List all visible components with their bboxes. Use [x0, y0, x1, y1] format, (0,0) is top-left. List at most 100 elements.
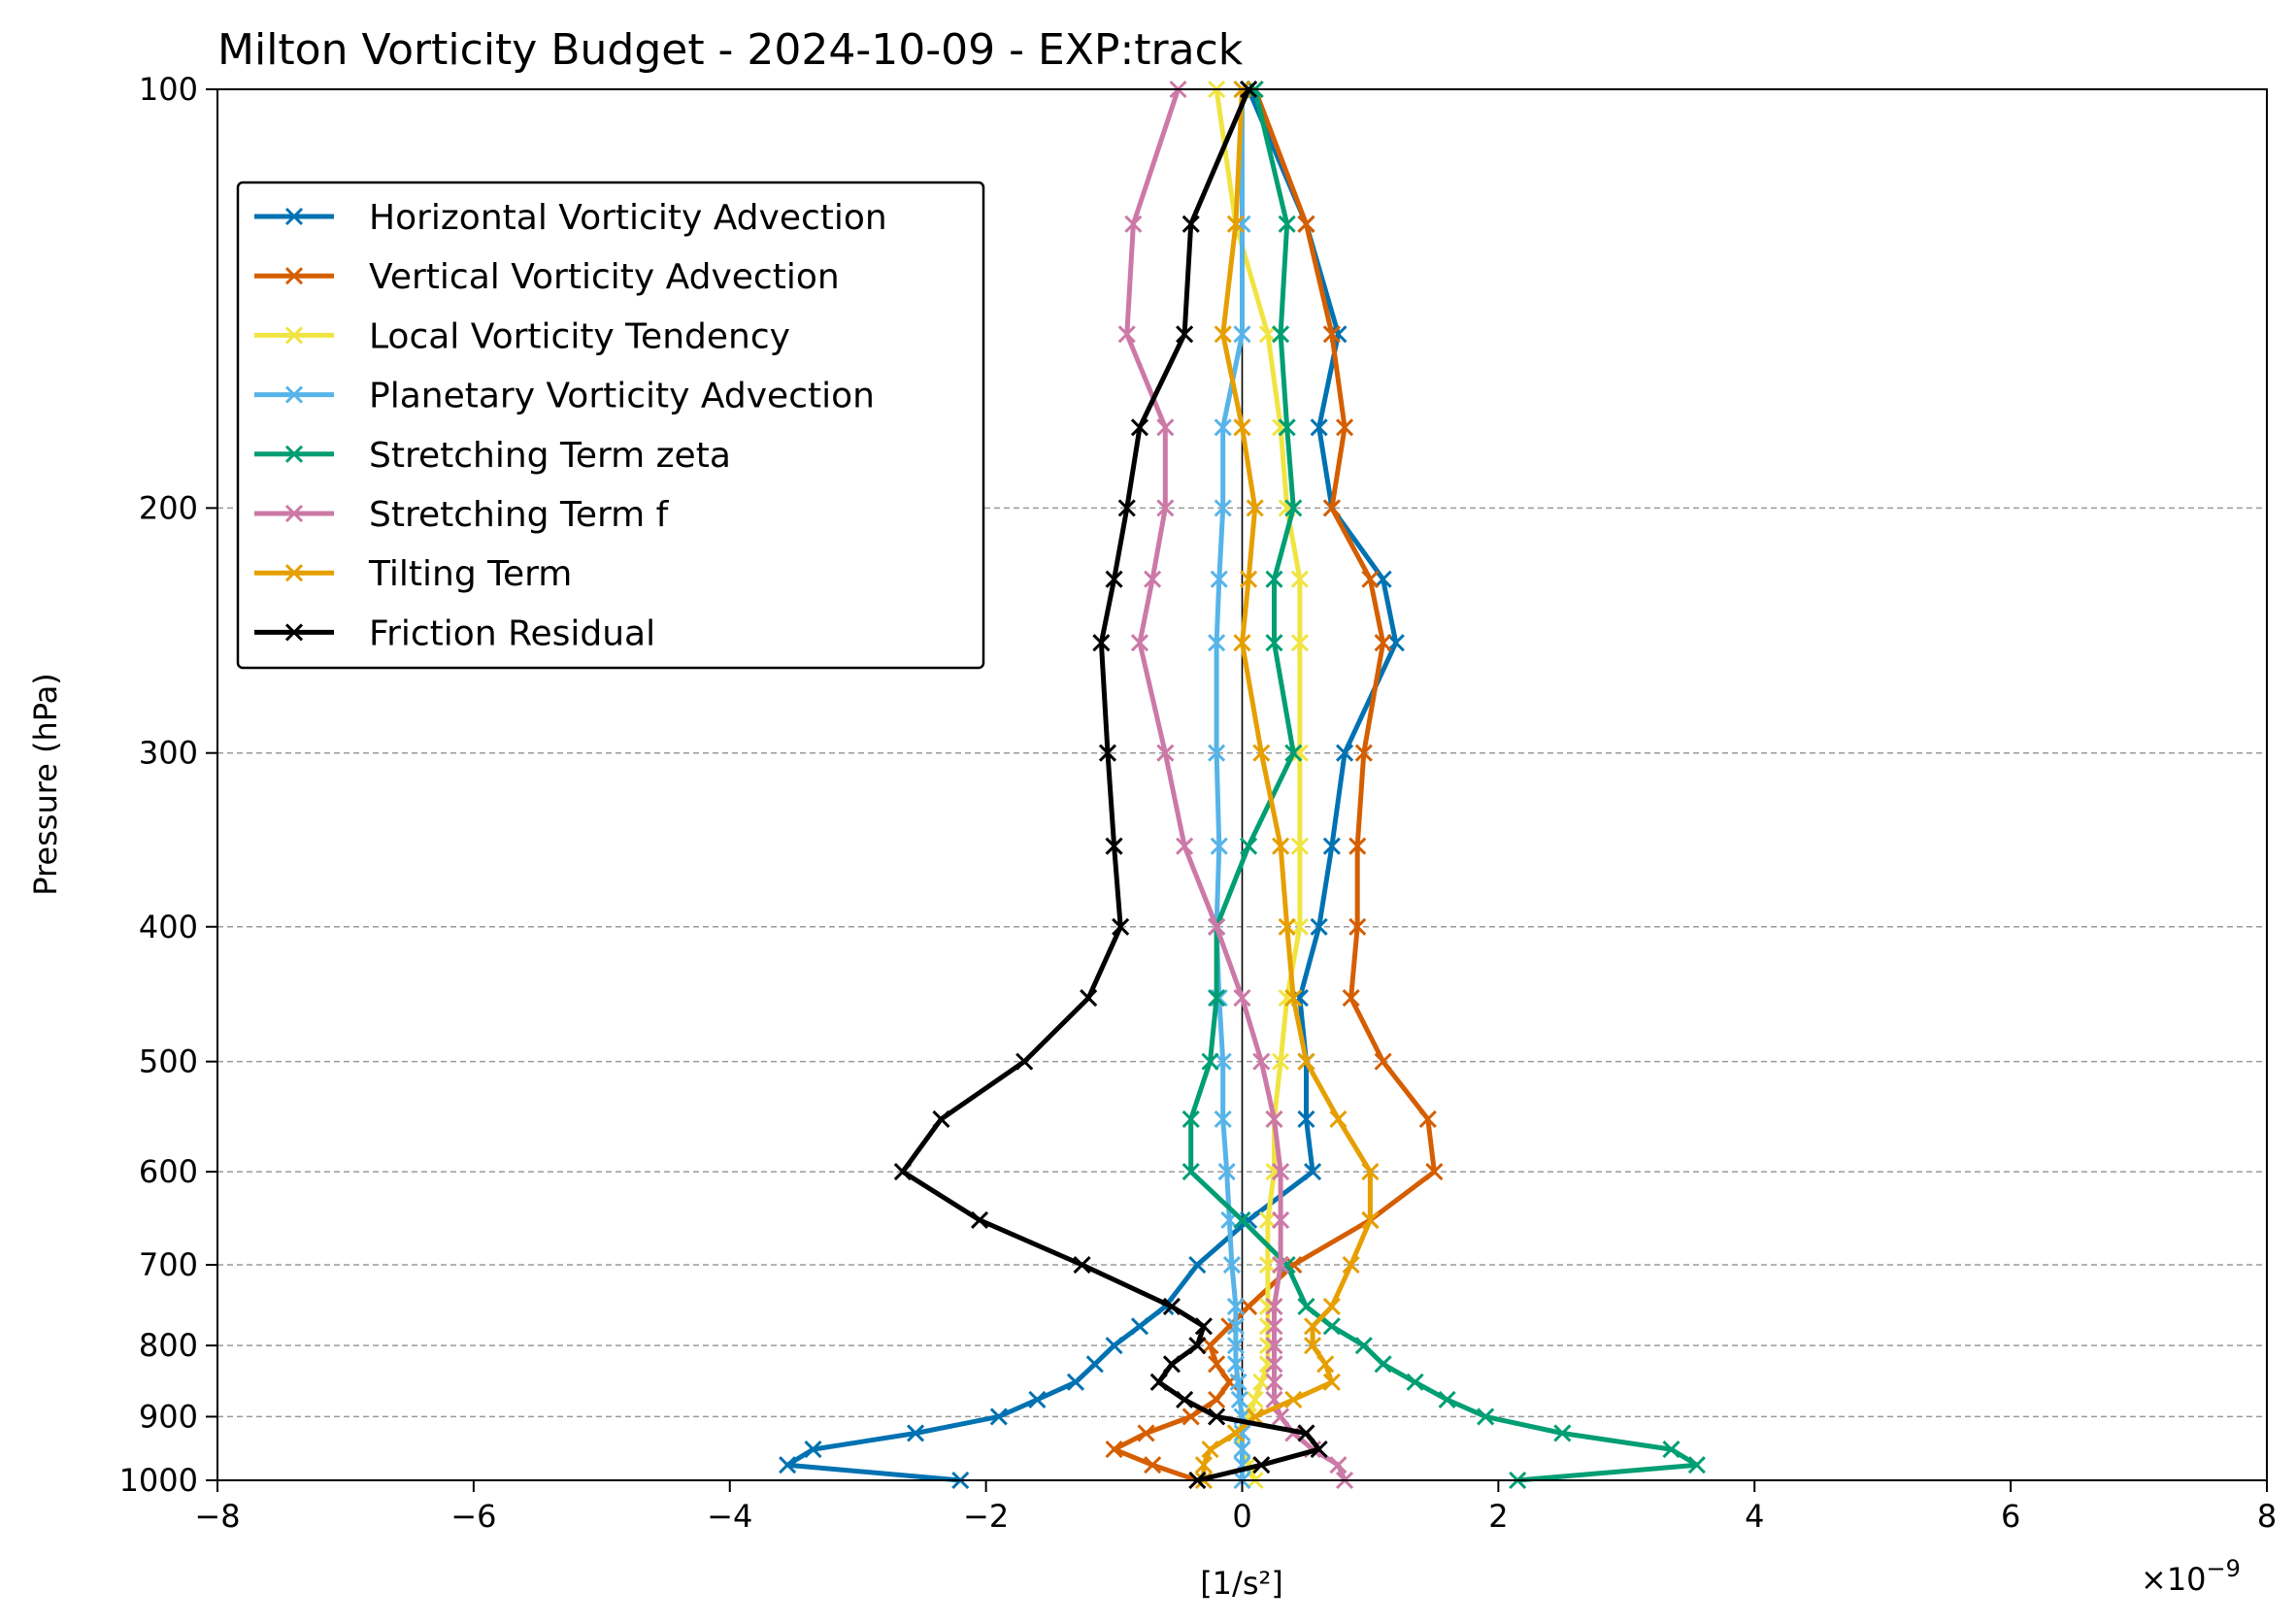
data-point	[1240, 570, 1258, 588]
data-point	[1258, 1255, 1277, 1275]
legend-swatch-marker	[284, 385, 304, 404]
data-point	[1278, 418, 1296, 437]
legend-label: Vertical Vorticity Advection	[369, 257, 840, 297]
data-point	[1354, 1337, 1373, 1355]
data-point	[1229, 1373, 1248, 1391]
series-line	[1124, 88, 1348, 1481]
data-point	[1252, 1052, 1271, 1071]
data-point	[1156, 418, 1175, 437]
x-tick-label: 6	[2001, 1498, 2020, 1535]
legend-entry: Local Vorticity Tendency	[254, 316, 790, 356]
data-point	[906, 1424, 925, 1442]
data-point	[1304, 1337, 1322, 1355]
y-tick-label: 100	[139, 71, 198, 108]
data-point	[1208, 744, 1226, 762]
data-point	[1156, 744, 1175, 762]
x-multiplier-exponent: −9	[2207, 1555, 2241, 1582]
data-point	[1265, 1317, 1283, 1336]
data-point	[1265, 634, 1283, 652]
legend-swatch-marker	[284, 207, 304, 226]
data-point	[1265, 1110, 1283, 1129]
data-point	[1176, 837, 1194, 855]
data-point	[1553, 1424, 1572, 1442]
data-point	[1240, 1210, 1258, 1229]
data-point	[1201, 1052, 1219, 1071]
x-tick-label: −8	[194, 1498, 240, 1535]
data-point	[1226, 1297, 1245, 1316]
data-point	[1329, 1110, 1348, 1129]
data-point	[1310, 917, 1328, 936]
data-point	[1335, 418, 1354, 437]
legend-swatch-marker	[284, 326, 304, 345]
data-point	[1156, 499, 1175, 517]
data-point	[893, 1163, 912, 1181]
data-point	[1290, 570, 1309, 588]
data-point	[1226, 215, 1245, 233]
data-point	[1149, 1373, 1168, 1391]
data-point	[1265, 1355, 1283, 1374]
data-point	[1322, 499, 1341, 517]
data-point	[1188, 1255, 1207, 1275]
data-point	[1272, 1163, 1290, 1181]
data-point	[1348, 837, 1367, 855]
data-point	[1284, 988, 1303, 1008]
data-point	[1284, 1390, 1303, 1408]
data-point	[1162, 1355, 1181, 1374]
data-point	[1214, 1110, 1232, 1129]
data-point	[1194, 1317, 1213, 1336]
data-point	[1252, 1456, 1271, 1474]
legend-label: Tilting Term	[368, 554, 572, 594]
y-tick-label: 300	[139, 735, 198, 772]
legend-entry: Stretching Term f	[254, 495, 670, 535]
data-point	[1329, 1456, 1348, 1474]
data-point	[804, 1441, 822, 1459]
data-point	[1310, 1441, 1328, 1459]
series-5	[1117, 80, 1354, 1490]
data-point	[1310, 418, 1328, 437]
data-point	[1290, 917, 1309, 936]
legend: Horizontal Vorticity Advection Vertical V…	[236, 181, 985, 670]
x-tick-label: −4	[707, 1498, 752, 1535]
data-point	[1278, 215, 1296, 233]
data-point	[1222, 1255, 1242, 1275]
y-tick-label: 200	[139, 489, 198, 526]
legend-swatch-marker	[284, 445, 304, 463]
data-point	[1208, 634, 1226, 652]
data-point	[1117, 325, 1136, 344]
data-point	[1233, 1441, 1251, 1459]
data-point	[1290, 837, 1309, 855]
data-point	[1092, 634, 1111, 652]
data-point	[1144, 1456, 1162, 1474]
data-point	[1028, 1390, 1047, 1408]
data-point	[1258, 325, 1277, 344]
data-point	[1297, 1297, 1315, 1316]
data-point	[1105, 1441, 1123, 1459]
data-point	[1112, 917, 1130, 936]
data-point	[1272, 1408, 1290, 1426]
data-point	[1176, 1390, 1194, 1408]
data-point	[1361, 1210, 1380, 1229]
legend-entries: Horizontal Vorticity Advection Vertical V…	[254, 198, 887, 653]
data-point	[1230, 1390, 1248, 1408]
data-point	[1322, 1373, 1341, 1391]
legend-entry: Horizontal Vorticity Advection	[254, 198, 887, 238]
data-point	[989, 1408, 1008, 1426]
data-point	[1425, 1163, 1444, 1181]
data-point	[1272, 1052, 1290, 1071]
data-point	[1418, 1110, 1437, 1129]
data-point	[1272, 1255, 1290, 1275]
legend-swatch-marker	[284, 504, 304, 523]
y-axis-ticks: 100 200 300 400 500 600 700 800 900 1000	[119, 71, 217, 1499]
data-point	[779, 1456, 797, 1474]
series-1	[1105, 80, 1444, 1490]
data-point	[1374, 1052, 1392, 1071]
legend-entry: Planetary Vorticity Advection	[254, 377, 875, 416]
data-point	[1272, 1210, 1290, 1229]
data-point	[1226, 1424, 1245, 1442]
data-point	[1316, 1355, 1335, 1374]
data-point	[1194, 1456, 1213, 1474]
series-4	[1181, 80, 1706, 1490]
data-point	[1240, 1297, 1258, 1316]
legend-label: Stretching Term f	[369, 495, 670, 535]
